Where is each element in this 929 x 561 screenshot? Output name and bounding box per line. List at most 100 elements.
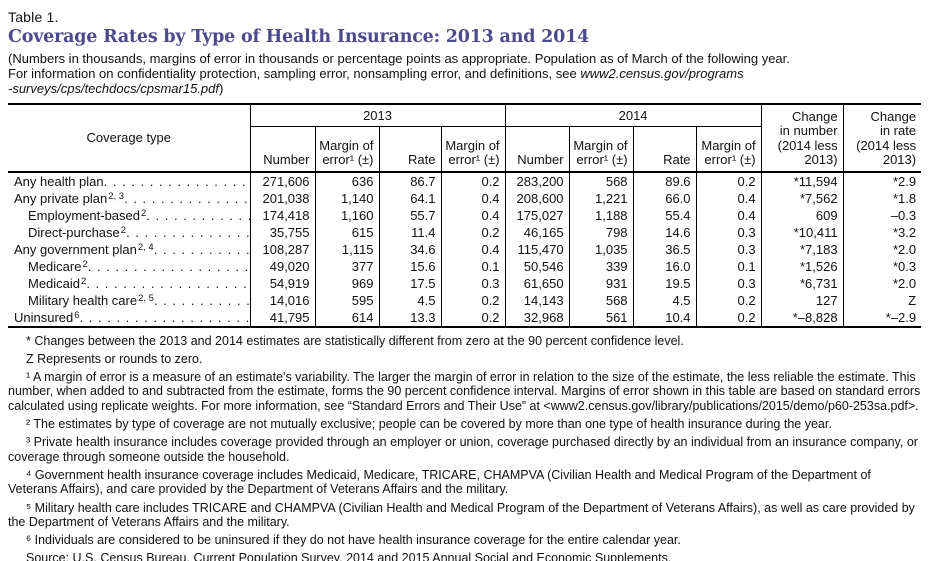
moe-rate-2013-cell: 0.4	[440, 240, 506, 258]
moe-rate-2013-cell: 0.1	[440, 257, 506, 275]
change-in-rate-header: Change in rate (2014 less 2013)	[842, 103, 922, 173]
rate-2014-cell: 14.6	[632, 223, 697, 241]
footnotes-section: * Changes between the 2013 and 2014 esti…	[8, 334, 921, 561]
dot-leader	[154, 292, 250, 309]
moe-rate-2014-cell: 0.1	[695, 257, 762, 275]
col-header-moe-number-2014: Margin of error¹ (±)	[568, 126, 634, 173]
coverage-type-cell: Medicare 2	[8, 258, 250, 275]
col-header-number-2013: Number	[249, 126, 315, 173]
moe-rate-2014-cell: 0.3	[695, 223, 762, 241]
change-in-number-cell: 127	[760, 291, 844, 309]
number-2014-cell: 61,650	[504, 274, 570, 292]
dot-leader	[126, 224, 249, 241]
coverage-type-header: Coverage type	[8, 103, 251, 173]
change-in-number-cell: *11,594	[760, 171, 844, 190]
number-2014-cell: 32,968	[504, 308, 570, 327]
dot-leader	[146, 207, 249, 224]
change-in-rate-cell: *2.9	[842, 171, 922, 190]
footnote: ¹ A margin of error is a measure of an e…	[8, 369, 921, 413]
col-header-moe-rate-2014: Margin of error¹ (±)	[695, 126, 762, 173]
change-in-number-cell: *7,562	[760, 189, 844, 207]
moe-rate-2014-cell: 0.4	[695, 189, 762, 207]
rate-2014-cell: 36.5	[632, 240, 697, 258]
year-2014-header: 2014	[504, 103, 762, 128]
moe-rate-2014-cell: 0.3	[695, 240, 762, 258]
moe-rate-2014-cell: 0.4	[695, 206, 762, 224]
coverage-type-cell: Any government plan 2, 4	[8, 241, 250, 258]
number-2013-cell: 201,038	[249, 189, 315, 207]
moe-rate-2013-cell: 0.4	[440, 206, 506, 224]
footnote: Z Represents or rounds to zero.	[26, 351, 203, 366]
moe-number-2013-cell: 969	[314, 274, 379, 292]
moe-rate-2013-cell: 0.2	[440, 308, 506, 327]
number-2014-cell: 175,027	[504, 206, 570, 224]
col-header-number-2014: Number	[504, 126, 570, 173]
moe-number-2014-cell: 931	[568, 274, 634, 292]
moe-number-2013-cell: 1,160	[314, 206, 379, 224]
change-in-rate-cell: *3.2	[842, 223, 922, 241]
moe-number-2014-cell: 1,035	[568, 240, 634, 258]
table-row: Any health plan 271,606 636 86.7 0.2 283…	[8, 171, 922, 190]
moe-rate-2014-cell: 0.3	[695, 274, 762, 292]
change-in-rate-cell: *2.0	[842, 274, 922, 292]
number-2014-cell: 283,200	[504, 171, 570, 190]
coverage-type-cell: Uninsured 6	[8, 309, 250, 327]
coverage-type-cell: Medicaid 2	[8, 275, 250, 292]
change-in-number-cell: *10,411	[760, 223, 844, 241]
footnote: ² The estimates by type of coverage are …	[26, 417, 832, 432]
moe-number-2013-cell: 377	[314, 257, 379, 275]
headnote-url-part2: -surveys/cps/techdocs/cpsmar15.pdf	[8, 81, 219, 97]
moe-rate-2013-cell: 0.2	[440, 171, 506, 190]
change-in-number-cell: *6,731	[760, 274, 844, 292]
moe-number-2014-cell: 798	[568, 223, 634, 241]
number-2013-cell: 174,418	[249, 206, 315, 224]
change-in-rate-cell: *1.8	[842, 189, 922, 207]
moe-number-2013-cell: 1,140	[314, 189, 379, 207]
number-2014-cell: 14,143	[504, 291, 570, 309]
moe-number-2013-cell: 595	[314, 291, 379, 309]
headnote-close-paren: )	[218, 81, 224, 97]
dot-leader	[104, 173, 250, 190]
moe-rate-2013-cell: 0.2	[440, 223, 506, 241]
moe-rate-2014-cell: 0.2	[695, 308, 762, 327]
rate-2014-cell: 55.4	[632, 206, 697, 224]
coverage-type-label: Medicaid	[28, 275, 81, 291]
coverage-type-cell: Any health plan	[8, 172, 250, 190]
number-2014-cell: 115,470	[504, 240, 570, 258]
moe-number-2014-cell: 568	[568, 171, 634, 190]
footnote: Source: U.S. Census Bureau, Current Popu…	[26, 551, 672, 561]
number-2013-cell: 49,020	[249, 257, 315, 275]
col-header-rate-2014: Rate	[632, 126, 697, 173]
footnote: ⁵ Military health care includes TRICARE …	[8, 500, 915, 530]
change-in-rate-cell: –0.3	[842, 206, 922, 224]
rate-2013-cell: 55.7	[378, 206, 441, 224]
moe-number-2014-cell: 339	[568, 257, 634, 275]
rate-2013-cell: 86.7	[378, 171, 441, 190]
col-header-moe-rate-2013: Margin of error¹ (±)	[440, 126, 506, 173]
rate-2013-cell: 4.5	[378, 291, 441, 309]
rate-2013-cell: 15.6	[378, 257, 441, 275]
coverage-type-cell: Employment-based 2	[8, 207, 250, 224]
moe-rate-2014-cell: 0.2	[695, 171, 762, 190]
change-in-number-cell: 609	[760, 206, 844, 224]
headnote-line2: For information on confidentiality prote…	[8, 66, 581, 82]
rate-2013-cell: 34.6	[378, 240, 441, 258]
headnote-line1: (Numbers in thousands, margins of error …	[8, 51, 790, 66]
rate-2014-cell: 10.4	[632, 308, 697, 327]
table-number-label: Table 1.	[8, 9, 59, 25]
moe-number-2013-cell: 1,115	[314, 240, 379, 258]
rate-2014-cell: 66.0	[632, 189, 697, 207]
headnote-url-part1: www2.census.gov/programs	[580, 66, 744, 82]
dot-leader	[154, 241, 250, 258]
header-row-years: Coverage type 2013 2014 Change in number(…	[8, 103, 922, 173]
header-row-measures: Number Margin of error¹ (±) Rate Margin o…	[8, 126, 921, 173]
footnote: * Changes between the 2013 and 2014 esti…	[26, 333, 684, 348]
rate-2014-cell: 16.0	[632, 257, 697, 275]
dot-leader	[124, 190, 249, 207]
change-in-rate-cell: Z	[842, 291, 922, 309]
